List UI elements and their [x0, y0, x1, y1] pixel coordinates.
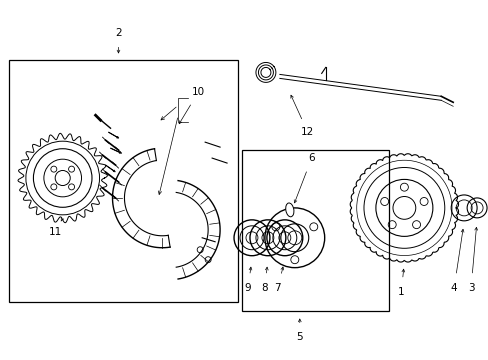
- FancyArrow shape: [108, 132, 119, 138]
- FancyArrow shape: [110, 148, 121, 153]
- Bar: [242, 150, 388, 311]
- Text: 8: 8: [261, 283, 268, 293]
- Text: 7: 7: [274, 283, 281, 293]
- Text: 4: 4: [450, 283, 457, 293]
- Text: 2: 2: [115, 28, 122, 37]
- Text: 1: 1: [397, 287, 404, 297]
- Ellipse shape: [285, 203, 293, 217]
- Text: 3: 3: [467, 283, 473, 293]
- Text: 10: 10: [191, 87, 204, 97]
- Text: 5: 5: [296, 332, 303, 342]
- FancyArrow shape: [105, 165, 115, 172]
- Text: 11: 11: [49, 227, 62, 237]
- Text: 6: 6: [308, 153, 314, 163]
- Text: 9: 9: [244, 283, 251, 293]
- Bar: [9, 60, 238, 302]
- Text: 12: 12: [301, 127, 314, 137]
